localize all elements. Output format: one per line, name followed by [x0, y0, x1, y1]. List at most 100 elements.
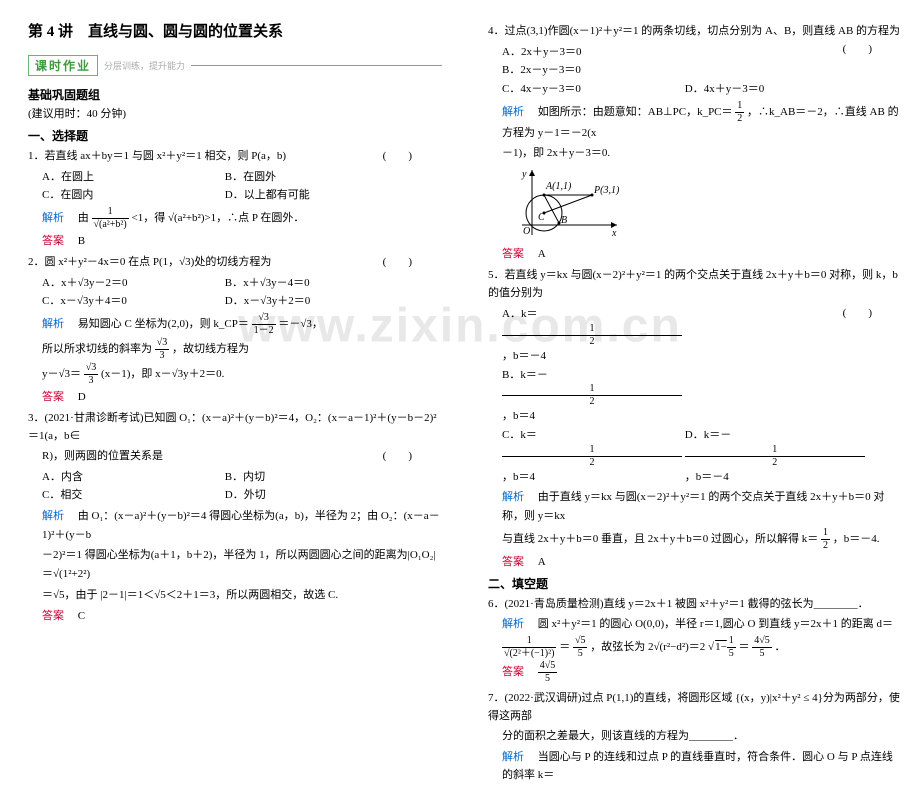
q5-optA-a: A．k＝ [502, 305, 682, 324]
q5-fD: 12 [685, 445, 865, 468]
main-title: 第 4 讲 直线与圆、圆与圆的位置关系 [28, 20, 442, 41]
q2-f2d: 3 [155, 350, 170, 361]
q2-expl2b: ，故切线方程为 [172, 343, 249, 355]
q2-expl2a: 所以所求切线的斜率为 [42, 343, 152, 355]
q6-ans-fn: 4√5 [538, 661, 558, 673]
q4-stem: 4．过点(3,1)作圆(x－1)²＋y²＝1 的两条切线，切点分别为 A、B，则… [488, 25, 900, 37]
q5-expl2a: 与直线 2x＋y＋b＝0 垂直，且 2x＋y＋b＝0 过圆心，所以解得 k＝ [502, 533, 818, 545]
q3-expl1: 由 O₁：(x－a)²＋(y－b)²＝4 得圆心坐标为(a，b)，半径为 2；由… [42, 510, 440, 541]
q3-answer: 答案 C [42, 607, 442, 623]
q3-optD: D．外切 [225, 486, 405, 505]
right-column: 4．过点(3,1)作圆(x－1)²＋y²＝1 的两条切线，切点分别为 A、B，则… [460, 0, 920, 651]
q6-expl1: 圆 x²＋y²＝1 的圆心 O(0,0)，半径 r＝1,圆心 O 到直线 y＝2… [538, 618, 893, 630]
q1-ans-label: 答案 [42, 235, 64, 247]
q3-explanation: 解析 由 O₁：(x－a)²＋(y－b)²＝4 得圆心坐标为(a，b)，半径为 … [42, 507, 442, 544]
q6-f2d: 5 [573, 648, 588, 659]
q6-eq2: ＝ [739, 641, 750, 653]
q5-fA: 12 [502, 324, 682, 347]
q4-ans-label: 答案 [502, 248, 524, 260]
q2-f1d: 1－2 [252, 325, 276, 336]
q7-stem2: 分的面积之差最大，则该直线的方程为________． [502, 728, 902, 746]
q6-explanation: 解析 圆 x²＋y²＝1 的圆心 O(0,0)，半径 r＝1,圆心 O 到直线 … [502, 615, 902, 634]
category-2: 二、填空题 [488, 575, 902, 592]
fig-label-y: y [521, 169, 527, 180]
q1-frac-d: √(a²+b²) [92, 219, 129, 230]
q2-expl3a: y－√3＝ [42, 368, 81, 380]
q4-ans: A [538, 248, 546, 260]
q4-expl2: －1)，即 2x＋y－3＝0. [502, 144, 902, 163]
q5-optA: A．k＝12，b＝－4 [502, 305, 682, 365]
q5-fC-n: 1 [502, 445, 682, 457]
q6-dot: ． [775, 641, 786, 653]
q3-expl2: －2)²＝1 得圆心坐标为(a＋1，b＋2)，半径为 1，所以两圆圆心之间的距离… [42, 546, 442, 583]
q5-options: A．k＝12，b＝－4 B．k＝－12，b＝4 C．k＝12，b＝4 D．k＝－… [502, 305, 902, 486]
q5-optB-a: B．k＝－ [502, 366, 682, 385]
q6-sqrt-a: 1− [715, 641, 727, 653]
q5-fB-d: 2 [502, 396, 682, 407]
q7-stem1: 7．(2022·武汉调研)过点 P(1,1)的直线，将圆形区域 {(x，y)|x… [488, 690, 902, 725]
q1-options: A．在圆上 B．在圆外 C．在圆内 D．以上都有可能 [42, 168, 442, 205]
q6-ans-frac: 4√55 [538, 661, 558, 684]
q5-ans: A [538, 556, 546, 568]
q4-paren: ( ) [843, 41, 872, 59]
q2-optA: A．x＋√3y－2＝0 [42, 274, 222, 293]
q4-stem-row: 4．过点(3,1)作圆(x－1)²＋y²＝1 的两条切线，切点分别为 A、B，则… [488, 23, 902, 41]
q1-optA: A．在圆上 [42, 168, 222, 187]
q5-optA-b: ，b＝－4 [502, 347, 682, 366]
q3-stem2-row: R)，则两圆的位置关系是 ( ) [42, 448, 442, 466]
group-heading: 基础巩固题组 [28, 86, 442, 103]
q5-optD: D．k＝－12，b＝－4 [685, 426, 865, 486]
q5-fD-n: 1 [685, 445, 865, 457]
q1-text: 1．若直线 ax＋by＝1 与圆 x²＋y²＝1 相交，则 P(a，b) [28, 150, 286, 162]
category-1: 一、选择题 [28, 127, 442, 144]
fig-label-P: P(3,1) [593, 185, 620, 196]
q6-expl-label: 解析 [502, 618, 524, 630]
q4-explanation: 解析 如图所示：由题意知：AB⊥PC，k_PC＝ 12 ，∴k_AB＝－2，∴直… [502, 101, 902, 143]
q3-optA: A．内含 [42, 468, 222, 487]
q3-stem2: R)，则两圆的位置关系是 [42, 450, 163, 462]
q5-f2d: 2 [821, 540, 830, 551]
q4-f1n: 1 [735, 101, 744, 113]
q2-options: A．x＋√3y－2＝0 B．x＋√3y－4＝0 C．x－√3y＋4＝0 D．x－… [42, 274, 442, 311]
q2-expl2: 所以所求切线的斜率为 √33 ，故切线方程为 [42, 338, 442, 361]
q2-expl1: 易知圆心 C 坐标为(2,0)，则 k_CP＝ [78, 318, 249, 330]
q2-optC: C．x－√3y＋4＝0 [42, 292, 222, 311]
q6-f3d: 5 [727, 648, 736, 659]
q6-ans-fd: 5 [538, 673, 558, 684]
q6-f1d: √(2²＋(−1)²) [502, 648, 556, 659]
q1-ans: B [78, 235, 85, 247]
q2-f1n: √3 [252, 313, 276, 325]
q4-f1: 12 [735, 101, 744, 124]
q3-expl-label: 解析 [42, 510, 64, 522]
q4-expl-label: 解析 [502, 106, 524, 118]
q4-optA: A．2x＋y－3＝0 [502, 43, 682, 62]
q4-optB: B．2x－y－3＝0 [502, 61, 682, 80]
q4-optD: D．4x＋y－3＝0 [685, 80, 865, 99]
q6-ans-label: 答案 [502, 666, 524, 678]
q5-explanation: 解析 由于直线 y＝kx 与圆(x－2)²＋y²＝1 的两个交点关于直线 2x＋… [502, 488, 902, 525]
q1-optB: B．在圆外 [225, 168, 405, 187]
q5-expl-label: 解析 [502, 491, 524, 503]
section-label: 课时作业 [28, 55, 98, 76]
q2-f2n: √3 [155, 338, 170, 350]
q2-expl1b: ＝－√3， [278, 318, 323, 330]
q4-expl1a: 如图所示：由题意知：AB⊥PC，k_PC＝ [538, 106, 733, 118]
q6-f3n: 1 [727, 636, 736, 648]
q6-stem: 6．(2021·青岛质量检测)直线 y＝2x＋1 被圆 x²＋y²＝1 截得的弦… [488, 596, 902, 614]
q5-optC-b: ，b＝4 [502, 468, 682, 487]
q5-expl2b: ，b＝－4. [833, 533, 880, 545]
q6-eq1: ＝ [559, 641, 570, 653]
q5-fB: 12 [502, 384, 682, 407]
fig-label-C: C [538, 212, 545, 223]
q2-f2: √33 [155, 338, 170, 361]
q4-answer: 答案 A [502, 245, 902, 261]
q5-ans-label: 答案 [502, 556, 524, 568]
q3-stem1: 3．(2021·甘肃诊断考试)已知圆 O₁：(x－a)²＋(y－b)²＝4，O₂… [28, 410, 442, 445]
q6-answer: 答案 4√55 [502, 661, 902, 684]
q2-expl3: y－√3＝ √33 (x－1)，即 x－√3y＋2＝0. [42, 363, 442, 386]
q5-fC: 12 [502, 445, 682, 468]
q7-expl: 当圆心与 P 的连线和过点 P 的直线垂直时，符合条件．圆心 O 与 P 点连线… [502, 751, 893, 782]
q1-expl-label: 解析 [42, 212, 64, 224]
q5-expl1: 由于直线 y＝kx 与圆(x－2)²＋y²＝1 的两个交点关于直线 2x＋y＋b… [502, 491, 884, 522]
q1-optD: D．以上都有可能 [225, 186, 405, 205]
